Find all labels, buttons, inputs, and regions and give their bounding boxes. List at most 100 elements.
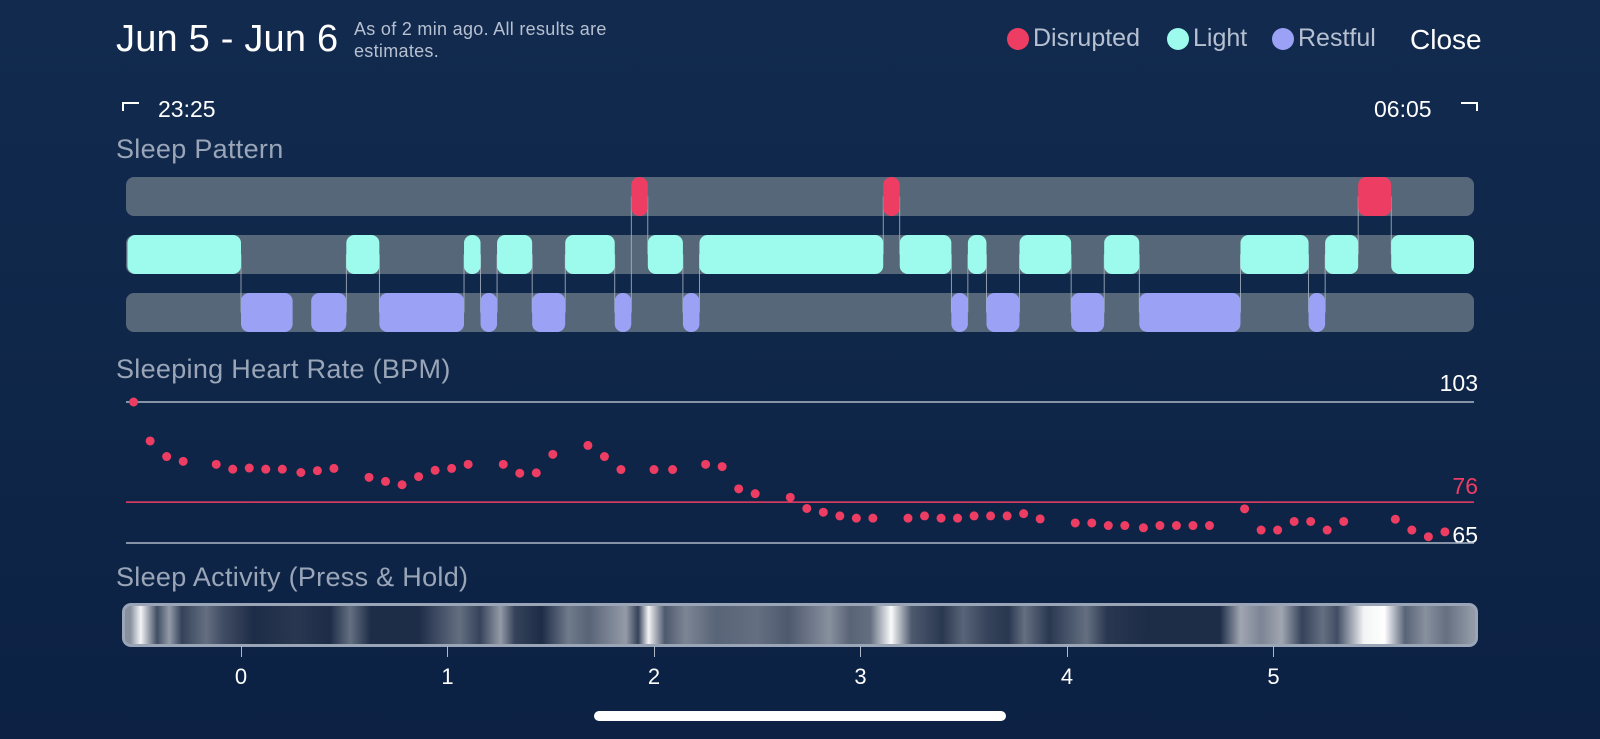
- sleep-segment-light: [346, 235, 380, 274]
- axis-tick: [240, 646, 242, 657]
- hr-point: [261, 464, 271, 474]
- axis-tick-label: 0: [234, 664, 248, 689]
- home-indicator[interactable]: [594, 711, 1006, 721]
- sleep-segment-disrupted: [631, 177, 648, 216]
- hr-point: [835, 511, 845, 521]
- hr-max-label: 103: [1439, 370, 1478, 396]
- hr-point: [583, 440, 593, 450]
- sleep-segment-restful: [532, 293, 566, 332]
- hr-point: [430, 465, 440, 475]
- hr-point: [498, 459, 508, 469]
- sleep-segment-disrupted: [1358, 177, 1392, 216]
- sleep-segment-light: [1391, 235, 1474, 274]
- sleep-segment-restful: [311, 293, 347, 332]
- hr-point: [851, 513, 861, 523]
- hr-point: [381, 476, 391, 486]
- hr-point: [1289, 516, 1299, 526]
- hr-point: [868, 513, 878, 523]
- sleep-pattern-title: Sleep Pattern: [116, 134, 284, 164]
- hr-point: [599, 452, 609, 462]
- hr-point: [1204, 521, 1214, 531]
- hr-avg-label: 76: [1452, 473, 1478, 499]
- hr-point: [277, 464, 287, 474]
- hr-point: [969, 511, 979, 521]
- hr-point: [1138, 523, 1148, 533]
- sleep-segment-light: [464, 235, 481, 274]
- sleep-segment-restful: [614, 293, 632, 332]
- sleep-segment-restful: [682, 293, 700, 332]
- hr-point: [162, 452, 172, 462]
- legend-disrupted: Disrupted: [1007, 24, 1140, 53]
- legend-light-label: Light: [1193, 24, 1248, 52]
- heart-rate-title: Sleeping Heart Rate (BPM): [116, 354, 451, 384]
- hr-min-label: 65: [1452, 522, 1478, 548]
- axis-tick: [1066, 646, 1068, 657]
- sleep-segment-light: [1019, 235, 1072, 274]
- hr-point: [1019, 509, 1029, 519]
- hr-point: [668, 465, 678, 475]
- legend-light: Light: [1167, 24, 1247, 53]
- hr-point: [397, 480, 407, 490]
- disrupted-dot-icon: [1007, 27, 1029, 50]
- hr-point: [1035, 514, 1045, 524]
- sleep-segment-light: [1325, 235, 1359, 274]
- hr-point: [818, 507, 828, 517]
- hr-point: [129, 397, 139, 407]
- hr-point: [785, 492, 795, 502]
- hr-point: [145, 436, 155, 446]
- hr-point: [548, 449, 558, 459]
- start-time: 23:25: [158, 96, 216, 122]
- hr-point: [802, 503, 812, 513]
- hr-point: [717, 462, 727, 472]
- sleep-segment-light: [497, 235, 533, 274]
- sleep-segment-restful: [951, 293, 968, 332]
- hr-point: [986, 511, 996, 521]
- sleep-segment-light: [565, 235, 615, 274]
- light-dot-icon: [1167, 27, 1189, 50]
- hr-point: [1171, 521, 1181, 531]
- end-bracket-icon: [1461, 102, 1478, 111]
- axis-tick-label: 3: [854, 664, 867, 689]
- hr-point: [701, 459, 711, 469]
- page-title: Jun 5 - Jun 6: [116, 18, 339, 60]
- hr-point: [1120, 521, 1130, 531]
- hr-point: [447, 463, 457, 473]
- sleep-track-restful: [126, 293, 1474, 332]
- hr-point: [463, 459, 473, 469]
- hr-point: [936, 513, 946, 523]
- legend-disrupted-label: Disrupted: [1033, 24, 1140, 52]
- sleep-activity-title: Sleep Activity (Press & Hold): [116, 562, 469, 592]
- hr-point: [920, 511, 930, 521]
- legend-restful: Restful: [1272, 24, 1376, 53]
- sleep-segment-light: [699, 235, 884, 274]
- hr-point: [312, 466, 322, 476]
- hr-point: [1188, 521, 1198, 531]
- hr-point: [211, 459, 221, 469]
- hr-point: [953, 513, 963, 523]
- axis-tick-label: 2: [647, 664, 661, 689]
- hr-point: [228, 464, 238, 474]
- axis-tick: [860, 646, 861, 657]
- sleep-segment-restful: [480, 293, 498, 332]
- sleep-segment-restful: [379, 293, 465, 332]
- sleep-segment-restful: [1308, 293, 1326, 332]
- close-button[interactable]: Close: [1410, 24, 1482, 55]
- hr-point: [649, 465, 659, 475]
- hr-point: [414, 472, 424, 482]
- sleep-track-light: [126, 235, 1474, 274]
- axis-tick: [447, 646, 448, 657]
- sleep-segment-restful: [1071, 293, 1105, 332]
- hr-point: [296, 468, 306, 477]
- hr-point: [531, 468, 541, 478]
- hr-point: [1339, 516, 1349, 526]
- sleep-segment-restful: [986, 293, 1020, 332]
- restful-dot-icon: [1272, 27, 1294, 50]
- hr-point: [329, 463, 339, 473]
- hr-point: [1087, 518, 1097, 528]
- sleep-segment-light: [899, 235, 952, 274]
- hr-point: [1155, 521, 1165, 531]
- sleep-activity-bar[interactable]: [122, 603, 1478, 647]
- hr-point: [364, 472, 374, 482]
- hr-point: [1322, 525, 1332, 535]
- axis-tick-label: 5: [1267, 664, 1280, 689]
